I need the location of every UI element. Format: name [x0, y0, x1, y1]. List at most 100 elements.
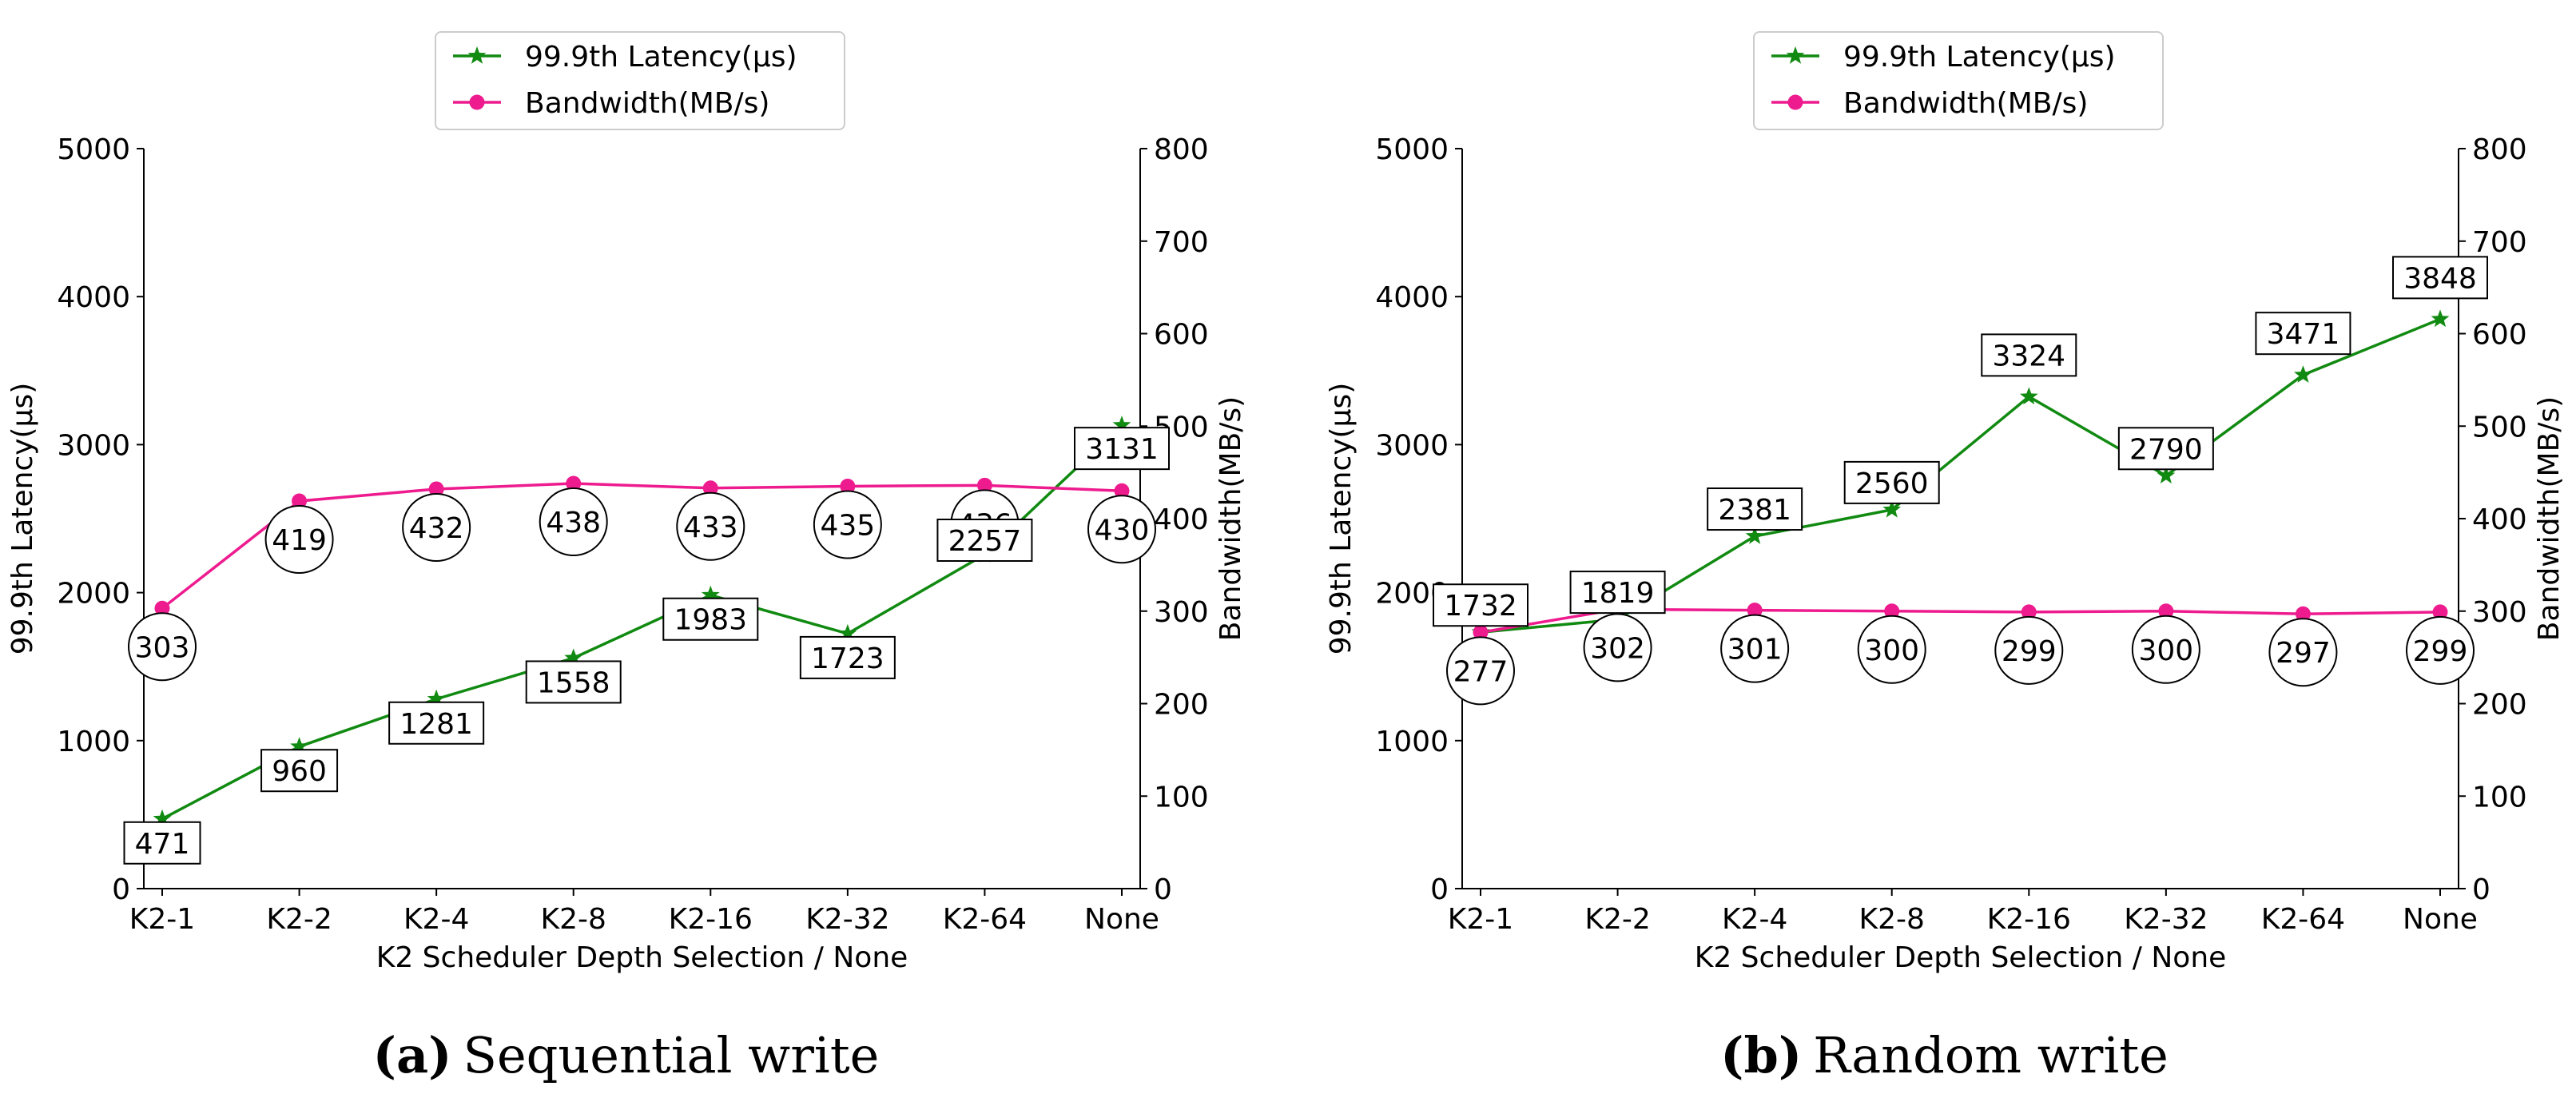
latency-point [427, 689, 446, 707]
latency-data-label: 3471 [2267, 318, 2340, 351]
latency-data-label: 3131 [1085, 433, 1159, 466]
latency-point [1745, 527, 1764, 544]
bandwidth-label-circle [676, 491, 745, 561]
bandwidth-label-circle [128, 612, 197, 682]
bandwidth-point [702, 480, 718, 496]
latency-label-box [2392, 256, 2488, 300]
legend-bandwidth-label: Bandwidth(MB/s) [1843, 87, 2088, 120]
x-tick-label: None [1084, 903, 1159, 936]
latency-label-box [1707, 487, 1803, 531]
latency-label-box [1569, 571, 1666, 615]
bandwidth-point [154, 600, 170, 616]
latency-point [153, 809, 172, 827]
x-axis-label: K2 Scheduler Depth Selection / None [1695, 941, 2227, 974]
x-tick-label: K2-4 [1722, 903, 1787, 936]
legend-bandwidth-label: Bandwidth(MB/s) [525, 87, 769, 120]
panel-caption: (a) Sequential write [373, 1026, 880, 1084]
legend-latency-marker [1786, 46, 1805, 64]
bandwidth-data-label: 277 [1453, 655, 1509, 688]
bandwidth-point [1114, 483, 1130, 499]
latency-point [290, 737, 308, 754]
bandwidth-point [2021, 604, 2037, 620]
bandwidth-point [2432, 604, 2448, 620]
bandwidth-data-label: 433 [683, 511, 738, 544]
right-tick-label: 500 [2472, 411, 2527, 444]
left-tick-label: 0 [1430, 873, 1449, 906]
x-tick-label: K2-1 [1448, 903, 1513, 936]
latency-data-label: 3324 [1992, 340, 2065, 372]
right-tick-label: 700 [2472, 226, 2527, 259]
latency-label-box [1843, 460, 1940, 504]
x-tick-label: K2-4 [403, 903, 469, 936]
latency-point [2431, 309, 2450, 328]
bandwidth-label-circle [2268, 618, 2338, 687]
caption-letter: (b) [1720, 1026, 1802, 1084]
right-tick-label: 0 [1154, 873, 1172, 906]
left-tick-label: 5000 [57, 133, 130, 166]
legend-box [435, 31, 845, 130]
latency-point [2157, 466, 2176, 483]
bandwidth-label-circle [402, 492, 471, 562]
latency-data-label: 1281 [400, 708, 473, 741]
x-tick-label: K2-8 [1859, 903, 1925, 936]
bandwidth-label-circle [1720, 614, 1790, 683]
left-tick-label: 4000 [1375, 281, 1449, 314]
right-tick-label: 300 [1154, 596, 1209, 629]
latency-point [2294, 365, 2312, 383]
bandwidth-data-label: 299 [2002, 635, 2057, 668]
left-tick-label: 5000 [1375, 133, 1449, 166]
legend-box [1753, 31, 2164, 130]
right-axis-label: Bandwidth(MB/s) [1214, 396, 1247, 641]
panel-caption: (b) Random write [1720, 1026, 2169, 1084]
right-axis-label: Bandwidth(MB/s) [2533, 396, 2566, 641]
right-tick-label: 0 [2472, 873, 2491, 906]
x-tick-label: K2-2 [1584, 903, 1650, 936]
latency-label-box [799, 635, 896, 679]
latency-label-box [2255, 312, 2351, 356]
latency-label-box [1981, 333, 2077, 377]
bandwidth-point [840, 478, 856, 494]
bandwidth-label-circle [2406, 615, 2475, 685]
latency-data-label: 960 [272, 755, 327, 788]
latency-label-box [2117, 427, 2214, 471]
latency-label-box [123, 821, 201, 865]
latency-point [838, 623, 857, 642]
chart-panel-b: 0100020003000400050000100200300400500600… [1325, 31, 2566, 1084]
bandwidth-data-label: 303 [135, 631, 190, 664]
left-tick-label: 3000 [1375, 429, 1449, 462]
bandwidth-data-label: 297 [2276, 637, 2331, 670]
bandwidth-series-line [161, 482, 1123, 610]
bandwidth-data-label: 299 [2413, 635, 2468, 668]
right-tick-label: 200 [2472, 689, 2527, 722]
x-tick-label: K2-32 [805, 903, 889, 936]
legend-bandwidth-marker [469, 94, 485, 110]
bandwidth-point [292, 493, 308, 509]
latency-data-label: 2257 [948, 525, 1022, 558]
bandwidth-label-circle [1446, 636, 1515, 706]
latency-label-box [260, 749, 339, 793]
bandwidth-data-label: 438 [546, 507, 601, 539]
bandwidth-point [2158, 603, 2174, 619]
bandwidth-data-label: 300 [1864, 635, 1919, 667]
x-tick-label: K2-1 [129, 903, 195, 936]
left-axis-label: 99.9th Latency(μs) [6, 383, 39, 655]
legend-latency-marker [467, 46, 487, 64]
latency-point [1882, 499, 1902, 518]
x-tick-label: K2-8 [541, 903, 606, 936]
chart-panel-a: 0100020003000400050000100200300400500600… [6, 31, 1247, 1084]
caption-text: Random write [1813, 1026, 2169, 1084]
latency-data-label: 3848 [2403, 262, 2477, 295]
latency-data-label: 1732 [1444, 590, 1517, 623]
right-tick-label: 800 [2472, 133, 2527, 166]
x-tick-label: K2-64 [943, 903, 1027, 936]
latency-point [701, 585, 720, 603]
latency-point [2019, 387, 2038, 405]
x-tick-label: K2-16 [1987, 903, 2071, 936]
left-tick-label: 1000 [57, 726, 130, 758]
bandwidth-data-label: 300 [2138, 635, 2193, 667]
caption-letter: (a) [373, 1026, 452, 1084]
legend-latency-label: 99.9th Latency(μs) [525, 41, 797, 74]
legend-bandwidth-marker [1787, 94, 1803, 110]
left-tick-label: 2000 [57, 578, 130, 611]
